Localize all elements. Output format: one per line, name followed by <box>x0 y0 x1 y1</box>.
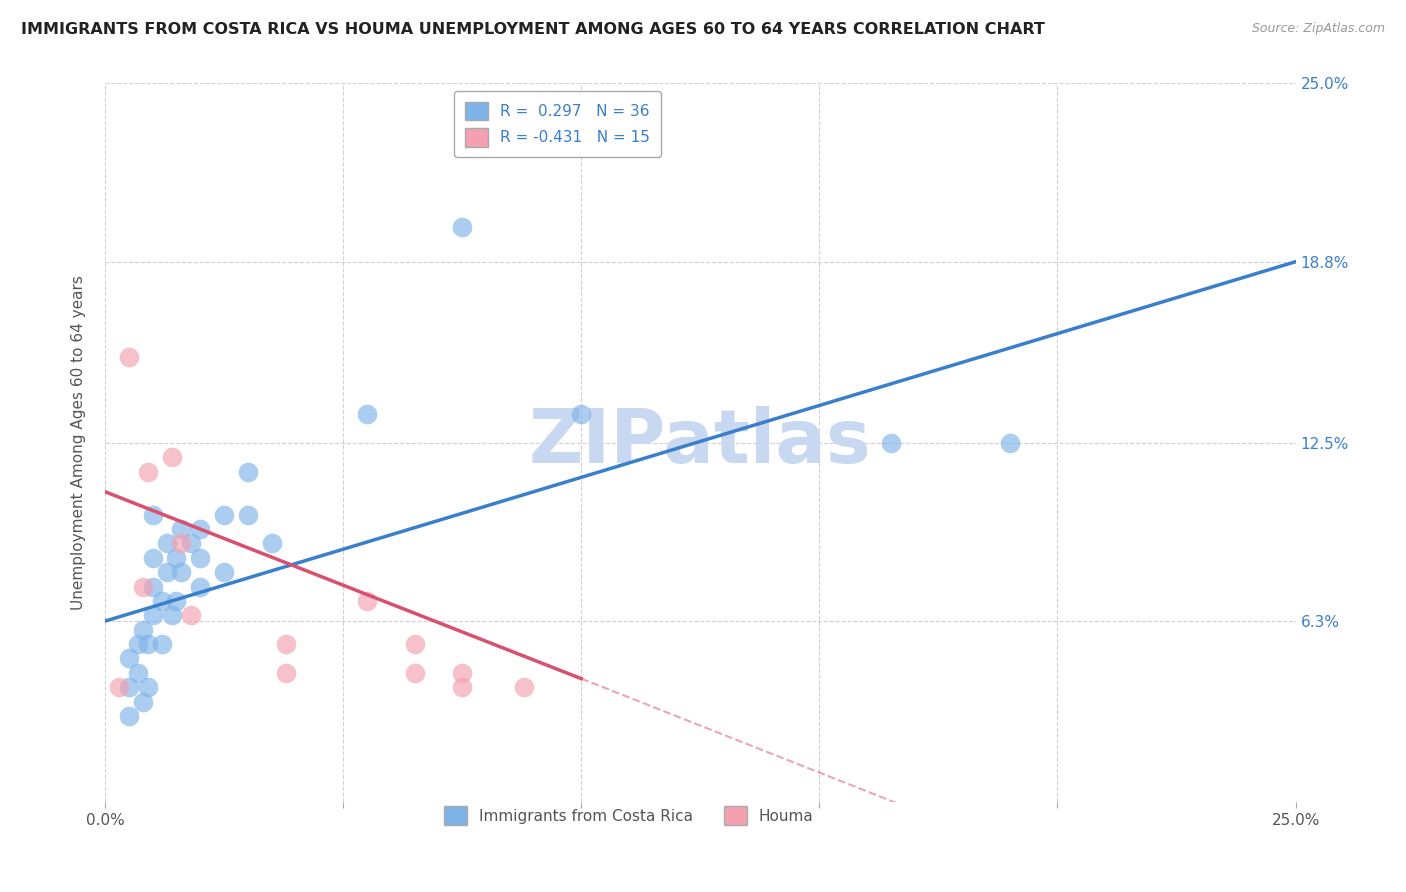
Point <box>236 508 259 522</box>
Text: Source: ZipAtlas.com: Source: ZipAtlas.com <box>1251 22 1385 36</box>
Point <box>142 580 165 594</box>
Point <box>356 594 378 608</box>
Point <box>998 435 1021 450</box>
Point <box>127 637 149 651</box>
Point <box>180 608 202 623</box>
Point <box>165 594 187 608</box>
Point <box>170 522 193 536</box>
Point <box>136 680 159 694</box>
Point <box>260 536 283 550</box>
Point <box>118 350 141 364</box>
Point <box>356 407 378 421</box>
Point <box>236 465 259 479</box>
Point <box>132 623 155 637</box>
Point <box>142 550 165 565</box>
Point <box>188 550 211 565</box>
Text: ZIPatlas: ZIPatlas <box>529 407 872 479</box>
Point <box>451 665 474 680</box>
Point <box>404 665 426 680</box>
Point <box>132 695 155 709</box>
Point <box>170 536 193 550</box>
Point <box>274 665 297 680</box>
Point <box>127 665 149 680</box>
Point <box>132 580 155 594</box>
Point <box>451 220 474 235</box>
Point <box>274 637 297 651</box>
Point <box>142 508 165 522</box>
Point <box>188 522 211 536</box>
Legend: Immigrants from Costa Rica, Houma: Immigrants from Costa Rica, Houma <box>434 797 823 834</box>
Point <box>160 450 183 465</box>
Text: IMMIGRANTS FROM COSTA RICA VS HOUMA UNEMPLOYMENT AMONG AGES 60 TO 64 YEARS CORRE: IMMIGRANTS FROM COSTA RICA VS HOUMA UNEM… <box>21 22 1045 37</box>
Y-axis label: Unemployment Among Ages 60 to 64 years: Unemployment Among Ages 60 to 64 years <box>72 276 86 610</box>
Point <box>150 594 173 608</box>
Point <box>156 566 179 580</box>
Point <box>108 680 131 694</box>
Point <box>136 637 159 651</box>
Point <box>142 608 165 623</box>
Point <box>404 637 426 651</box>
Point <box>880 435 903 450</box>
Point <box>170 566 193 580</box>
Point <box>212 508 235 522</box>
Point <box>451 680 474 694</box>
Point <box>212 566 235 580</box>
Point <box>180 536 202 550</box>
Point <box>150 637 173 651</box>
Point <box>156 536 179 550</box>
Point <box>569 407 592 421</box>
Point <box>160 608 183 623</box>
Point <box>165 550 187 565</box>
Point <box>513 680 536 694</box>
Point <box>188 580 211 594</box>
Point <box>118 651 141 665</box>
Point <box>136 465 159 479</box>
Point <box>118 680 141 694</box>
Point <box>118 709 141 723</box>
